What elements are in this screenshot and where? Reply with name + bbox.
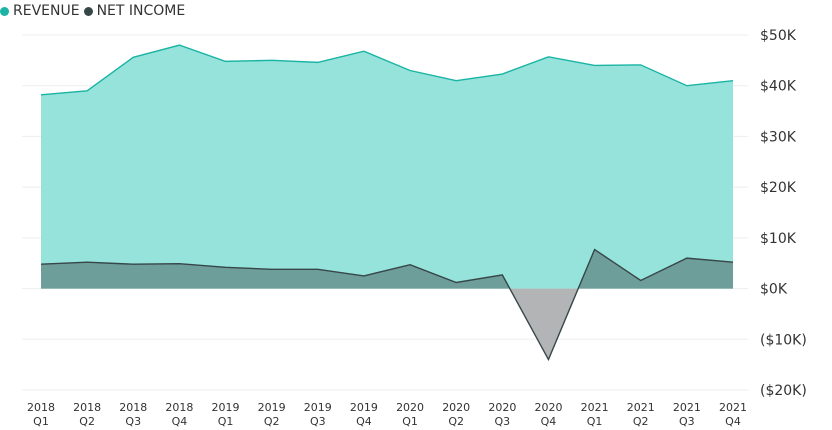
net-income-point <box>224 265 228 269</box>
net-income-area-positive <box>41 249 733 289</box>
x-tick-year: 2021 <box>673 401 701 414</box>
x-tick-year: 2020 <box>488 401 516 414</box>
x-tick-year: 2018 <box>165 401 193 414</box>
x-tick-year: 2021 <box>581 401 609 414</box>
revenue-point <box>39 93 43 97</box>
x-tick-year: 2018 <box>27 401 55 414</box>
net-income-area-negative <box>41 288 733 360</box>
net-income-point <box>177 262 181 266</box>
net-income-point <box>593 248 597 252</box>
x-tick-quarter: Q2 <box>79 415 95 428</box>
y-tick-label: $20K <box>760 180 797 196</box>
chart-legend: REVENUE NET INCOME <box>0 1 189 21</box>
revenue-point <box>593 63 597 67</box>
y-tick-label: $0K <box>760 282 788 298</box>
x-tick-quarter: Q1 <box>587 415 603 428</box>
net-income-line <box>40 248 734 362</box>
net-income-point <box>270 267 274 271</box>
x-tick-year: 2018 <box>119 401 147 414</box>
revenue-point <box>270 58 274 62</box>
x-tick-quarter: Q4 <box>356 415 372 428</box>
revenue-line <box>40 44 734 96</box>
x-axis: 2018Q12018Q22018Q32018Q42019Q12019Q22019… <box>27 401 747 428</box>
x-tick-quarter: Q1 <box>33 415 49 428</box>
x-tick-year: 2018 <box>73 401 101 414</box>
net-income-point <box>685 256 689 260</box>
x-tick-quarter: Q3 <box>494 415 510 428</box>
y-tick-label: $40K <box>760 79 797 95</box>
x-tick-year: 2019 <box>350 401 378 414</box>
y-axis: $50K $40K $30K $20K $10K $0K ($10K) ($20K) <box>760 28 807 399</box>
x-tick-quarter: Q3 <box>310 415 326 428</box>
y-tick-label: ($10K) <box>760 332 807 348</box>
y-tick-label: ($20K) <box>760 383 807 399</box>
x-tick-quarter: Q2 <box>448 415 464 428</box>
x-tick-quarter: Q4 <box>541 415 557 428</box>
revenue-point <box>224 59 228 63</box>
x-tick-quarter: Q2 <box>264 415 280 428</box>
revenue-point <box>408 69 412 73</box>
net-income-point <box>39 262 43 266</box>
net-income-point <box>408 263 412 267</box>
net-income-point <box>131 262 135 266</box>
y-tick-label: $50K <box>760 28 797 44</box>
net-income-point <box>500 273 504 277</box>
x-tick-year: 2021 <box>719 401 747 414</box>
legend-label-revenue: REVENUE <box>13 3 80 19</box>
revenue-point <box>316 60 320 64</box>
net-income-point <box>639 278 643 282</box>
x-tick-quarter: Q4 <box>172 415 188 428</box>
legend-marker-revenue <box>0 6 9 16</box>
revenue-point <box>500 72 504 76</box>
y-tick-label: $30K <box>760 129 797 145</box>
revenue-point <box>639 63 643 67</box>
x-tick-quarter: Q3 <box>125 415 141 428</box>
legend-item-net-income[interactable]: NET INCOME <box>83 3 186 19</box>
legend-label-net-income: NET INCOME <box>96 3 186 19</box>
x-tick-year: 2019 <box>304 401 332 414</box>
x-tick-quarter: Q3 <box>679 415 695 428</box>
x-tick-year: 2020 <box>534 401 562 414</box>
legend-item-revenue[interactable]: REVENUE <box>0 3 80 19</box>
x-tick-quarter: Q4 <box>725 415 741 428</box>
x-tick-year: 2020 <box>396 401 424 414</box>
revenue-point <box>546 55 550 59</box>
x-tick-quarter: Q1 <box>402 415 418 428</box>
revenue-point <box>177 43 181 47</box>
revenue-point <box>131 55 135 59</box>
x-tick-year: 2020 <box>442 401 470 414</box>
x-tick-quarter: Q2 <box>633 415 649 428</box>
y-tick-label: $10K <box>760 231 797 247</box>
x-tick-quarter: Q1 <box>218 415 234 428</box>
legend-marker-net-income <box>83 6 93 16</box>
revenue-point <box>685 84 689 88</box>
revenue-area <box>41 45 733 289</box>
revenue-point <box>454 79 458 83</box>
x-tick-year: 2019 <box>258 401 286 414</box>
net-income-point <box>454 280 458 284</box>
revenue-point <box>362 49 366 53</box>
net-income-point <box>316 267 320 271</box>
x-tick-year: 2019 <box>212 401 240 414</box>
net-income-point <box>362 274 366 278</box>
revenue-point <box>731 79 735 83</box>
revenue-point <box>85 89 89 93</box>
net-income-point <box>546 358 550 362</box>
net-income-point <box>85 260 89 264</box>
x-tick-year: 2021 <box>627 401 655 414</box>
net-income-point <box>731 260 735 264</box>
